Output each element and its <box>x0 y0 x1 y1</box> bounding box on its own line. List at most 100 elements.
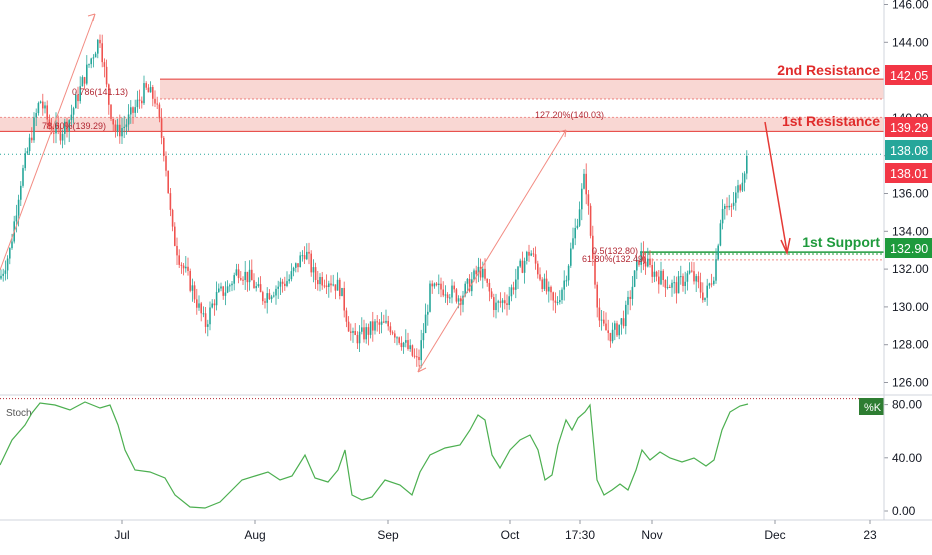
candle-body <box>53 132 55 134</box>
trend-line-2 <box>417 129 567 373</box>
stoch-legend-label: %K <box>864 402 882 414</box>
candle-body <box>198 303 200 308</box>
level-label: 1st Support <box>802 234 880 250</box>
candle-body <box>468 278 471 292</box>
candle-body <box>664 280 667 288</box>
candle-body <box>132 107 134 113</box>
candle-body <box>512 287 515 290</box>
candle-series <box>0 34 748 369</box>
candle-body <box>275 288 277 296</box>
time-tick-label: Aug <box>244 528 265 542</box>
candle-body <box>730 205 733 207</box>
candle-body <box>477 266 480 275</box>
candle-body <box>352 331 354 333</box>
price-tag-label: 138.08 <box>890 144 928 158</box>
price-tick-label: 146.00 <box>892 0 929 12</box>
candle-body <box>438 283 440 286</box>
candle-body <box>94 53 97 58</box>
candle-body <box>292 267 295 272</box>
candle-body <box>105 66 108 85</box>
candle-body <box>367 327 370 335</box>
candle-body <box>728 205 730 208</box>
candle-body <box>154 98 156 104</box>
candle-body <box>37 103 40 114</box>
candle-body <box>587 194 590 206</box>
price-tick-label: 136.00 <box>892 187 929 201</box>
stoch-k-line <box>0 401 749 509</box>
candle-body <box>640 251 642 265</box>
time-tick-label: 17:30 <box>565 528 595 542</box>
time-tick-label: Sep <box>377 528 399 542</box>
candle-body <box>717 245 719 260</box>
candle-body <box>446 294 449 299</box>
candle-body <box>319 277 321 285</box>
resistance-zone-2 <box>160 79 884 99</box>
candle-body <box>361 327 363 332</box>
candle-body <box>317 280 319 285</box>
stoch-legend-badge <box>859 398 884 415</box>
candle-body <box>543 278 546 289</box>
candle-body <box>64 121 66 134</box>
candle-body <box>288 279 290 282</box>
candle-body <box>563 280 565 290</box>
candle-body <box>257 284 260 287</box>
candle-body <box>633 270 636 287</box>
candle-body <box>86 64 88 84</box>
candle-body <box>286 281 288 286</box>
candle-body <box>497 301 499 303</box>
candle-body <box>301 255 304 257</box>
candle-body <box>178 255 180 265</box>
stoch-tick-label: 40.00 <box>892 451 922 465</box>
candle-body <box>402 342 405 348</box>
candle-body <box>358 331 361 344</box>
candle-body <box>97 39 99 54</box>
candle-body <box>435 283 438 286</box>
candle-body <box>680 276 682 278</box>
price-tick-label: 134.00 <box>892 224 929 238</box>
candle-body <box>451 285 453 298</box>
candle-body <box>251 269 253 281</box>
candle-body <box>545 278 548 292</box>
candle-body <box>501 300 504 303</box>
candle-body <box>611 329 614 342</box>
price-tick-label: 132.00 <box>892 262 929 276</box>
candle-body <box>493 297 495 310</box>
candle-body <box>114 124 117 132</box>
time-tick-label: Dec <box>764 528 785 542</box>
candle-body <box>26 151 29 154</box>
candle-body <box>290 271 293 280</box>
candle-body <box>149 87 152 93</box>
candle-body <box>323 285 326 287</box>
candle-body <box>644 261 647 267</box>
candle-body <box>431 283 433 287</box>
candle-body <box>165 155 167 171</box>
candle-body <box>46 105 48 120</box>
candle-body <box>372 321 374 331</box>
candle-body <box>660 270 662 285</box>
candle-body <box>559 300 561 303</box>
candle-body <box>462 295 464 305</box>
candle-body <box>255 286 257 289</box>
candle-body <box>277 286 279 289</box>
candle-body <box>721 208 724 224</box>
candle-body <box>598 307 601 321</box>
candle-body <box>88 64 90 66</box>
candle-body <box>156 103 158 105</box>
candle-body <box>499 301 502 303</box>
candle-body <box>658 276 660 285</box>
candle-body <box>380 321 383 325</box>
candle-body <box>662 270 664 281</box>
candle-body <box>581 188 583 210</box>
candle-body <box>11 241 13 249</box>
candle-body <box>174 226 176 246</box>
candle-body <box>548 286 550 292</box>
candle-body <box>189 270 191 291</box>
candle-body <box>719 223 722 246</box>
candle-body <box>653 271 656 277</box>
candle-body <box>515 279 517 290</box>
candle-body <box>235 269 238 276</box>
candle-body <box>567 265 570 281</box>
candle-body <box>92 57 95 59</box>
